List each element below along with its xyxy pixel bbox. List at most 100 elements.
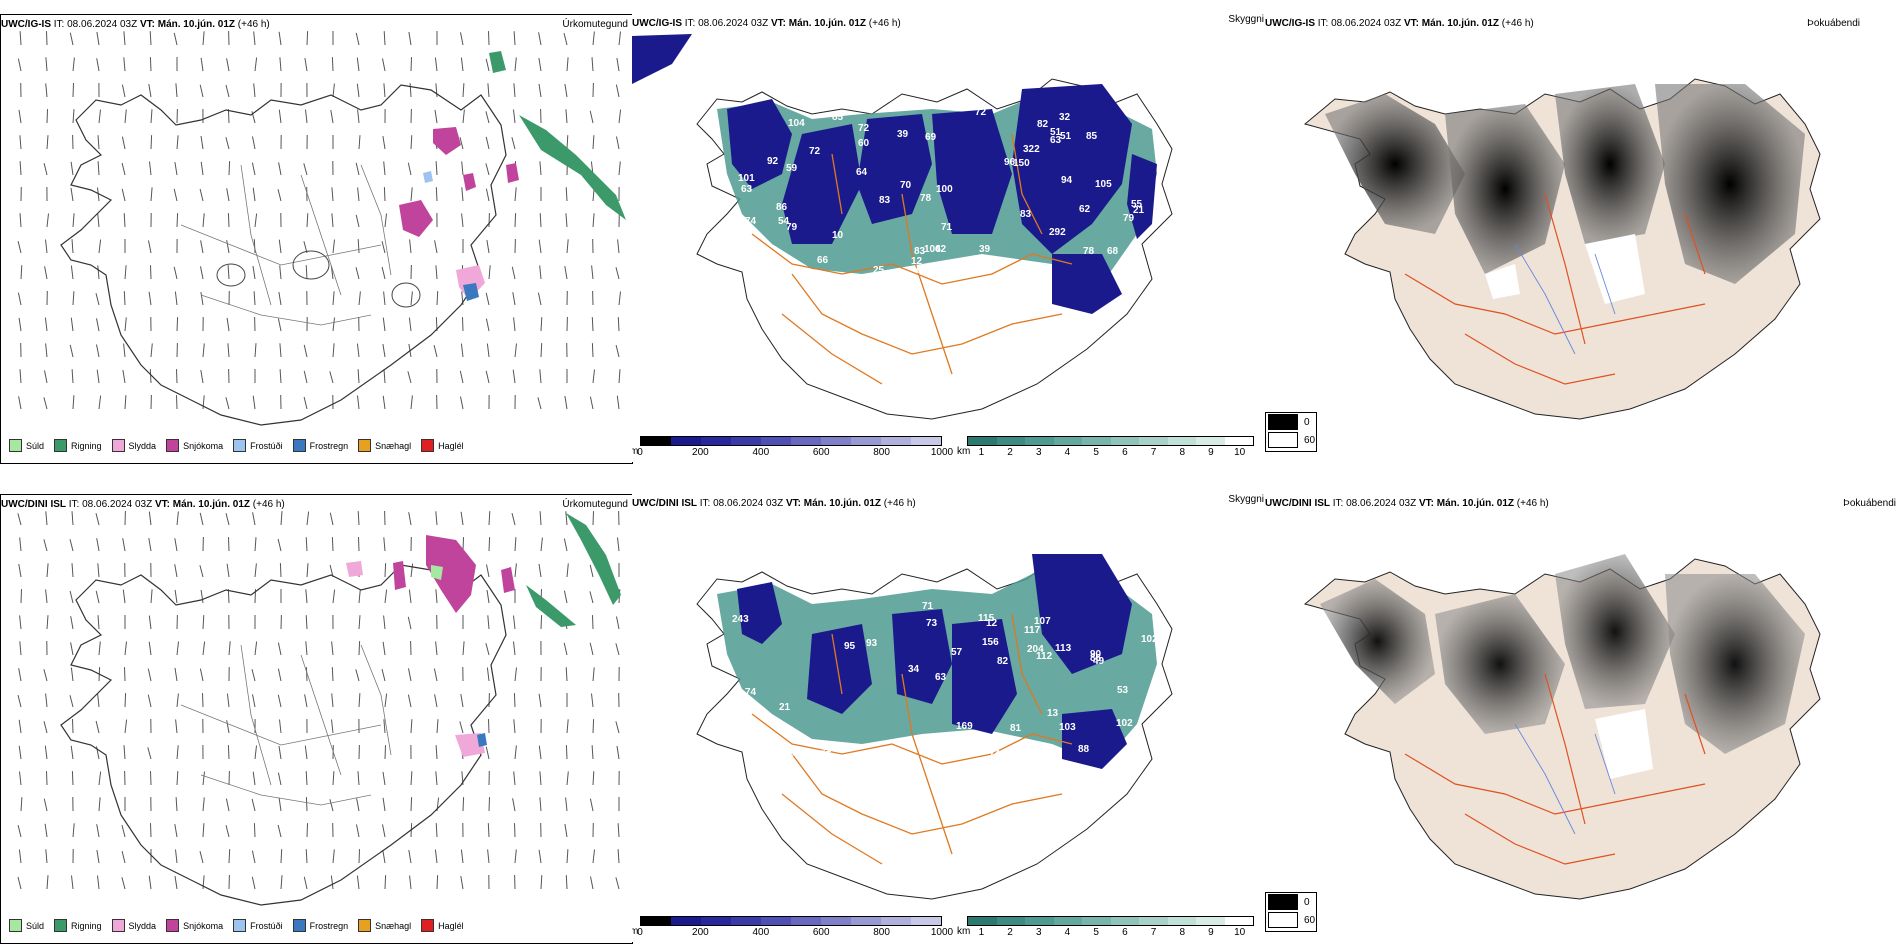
wind-barb	[176, 693, 179, 708]
legend-label: Haglél	[438, 440, 464, 451]
wind-barb	[514, 849, 517, 864]
wind-barb	[435, 771, 438, 786]
wind-barb	[514, 213, 517, 228]
wind-barb	[148, 84, 152, 98]
wind-barb	[410, 57, 412, 72]
wind-barb	[150, 187, 153, 202]
cloud-base-value: 34	[908, 664, 920, 675]
wind-barb	[18, 745, 22, 760]
wind-barb	[434, 694, 438, 708]
iceland-precip-map-row1	[17, 30, 626, 426]
wind-barb	[383, 161, 386, 176]
wind-barb	[566, 135, 569, 150]
wind-barb	[513, 83, 516, 98]
wind-barb	[122, 369, 126, 384]
legend-label: Haglél	[438, 920, 464, 931]
cloud-base-value: 86	[776, 202, 788, 213]
colorbar-unit: km	[957, 446, 971, 457]
wind-barb	[539, 797, 542, 812]
wind-barb	[355, 32, 360, 46]
wind-barb	[539, 213, 542, 228]
legend-label: Snæhagl	[375, 440, 412, 451]
wind-barb	[253, 83, 256, 98]
wind-barb	[97, 875, 100, 890]
wind-barb	[124, 265, 127, 280]
wind-barb	[150, 589, 153, 604]
wind-barb	[487, 615, 490, 630]
wind-barb	[434, 849, 438, 864]
wind-barb	[174, 589, 178, 604]
wind-barb	[306, 823, 308, 838]
panel-title: Þokuábendi	[1843, 498, 1896, 509]
wind-barb	[123, 745, 126, 760]
fog-panel-row2: UWC/DINI ISL IT: 08.06.2024 03Z VT: Mán.…	[1265, 494, 1900, 942]
wind-barb	[228, 161, 231, 176]
colorbar-cell	[821, 917, 851, 925]
cloud-base-value: 83	[914, 246, 926, 257]
wind-barb	[148, 641, 152, 656]
cloud-base-value: 90	[1090, 649, 1102, 660]
wind-barb	[591, 343, 594, 358]
cloud-base-value: 86	[1090, 653, 1102, 664]
cloud-base-value: 112	[1036, 651, 1053, 662]
wind-barb	[615, 344, 620, 358]
fog-legend: 0 60	[1265, 892, 1317, 932]
wind-barb	[254, 641, 258, 656]
colorbar-tick: 2	[1007, 927, 1013, 938]
wind-barb	[589, 642, 594, 656]
legend-item: Rigning	[54, 919, 102, 932]
fog-legend: 0 60	[1265, 412, 1317, 452]
wind-barb	[95, 513, 100, 526]
wind-barb	[96, 58, 100, 72]
wind-barb	[176, 771, 179, 786]
cloud-base-value: 72	[809, 146, 821, 157]
wind-barb	[280, 849, 283, 864]
wind-barb	[566, 771, 569, 786]
wind-barb	[45, 511, 48, 526]
cloud-base-value: 102	[1116, 718, 1133, 729]
wind-barb	[355, 669, 360, 682]
wind-barb	[174, 667, 178, 682]
wind-barb	[566, 849, 569, 864]
wind-barb	[280, 875, 283, 890]
wind-barb	[279, 563, 282, 578]
wind-barb	[71, 369, 74, 384]
cloud-base-value: 322	[1023, 144, 1040, 155]
wind-barb	[514, 745, 517, 760]
wind-barb	[97, 161, 100, 176]
wind-barb	[225, 798, 230, 812]
cloud-base-value: 54	[778, 216, 790, 227]
wind-barb	[409, 239, 412, 254]
init-time-label: IT:	[1332, 498, 1344, 509]
wind-barb	[514, 537, 517, 552]
wind-barb	[356, 824, 360, 838]
wind-barb	[381, 668, 386, 682]
wind-barb	[615, 877, 620, 890]
wind-barb	[72, 82, 74, 98]
colorbar-tick: 3	[1035, 447, 1042, 458]
init-time: 08.06.2024 03Z	[67, 19, 138, 30]
wind-barb	[592, 771, 595, 786]
wind-barb	[251, 669, 256, 682]
wind-barb	[435, 511, 438, 526]
wind-barb	[384, 745, 386, 760]
cloud-base-value: 51	[1060, 131, 1072, 142]
colorbar-cells	[967, 916, 1254, 926]
wind-barb	[513, 31, 516, 46]
cloud-base-value: 169	[956, 721, 973, 732]
wind-barb	[70, 745, 74, 760]
colorbar-unit: m	[632, 926, 639, 937]
wind-barb	[304, 58, 308, 72]
wind-barb	[409, 83, 412, 98]
wind-barb	[303, 344, 308, 358]
legend-label: Snjókoma	[183, 440, 224, 451]
colorbar-cell	[881, 917, 911, 925]
cloud-base-value: 91	[820, 744, 832, 755]
wind-barb	[460, 849, 464, 864]
colorbar-tick: 5	[1093, 927, 1099, 938]
colorbar-cell	[701, 917, 731, 925]
wind-barb	[305, 771, 308, 786]
wind-barb	[17, 58, 22, 72]
wind-barb	[226, 240, 230, 254]
wind-barb	[176, 135, 179, 150]
